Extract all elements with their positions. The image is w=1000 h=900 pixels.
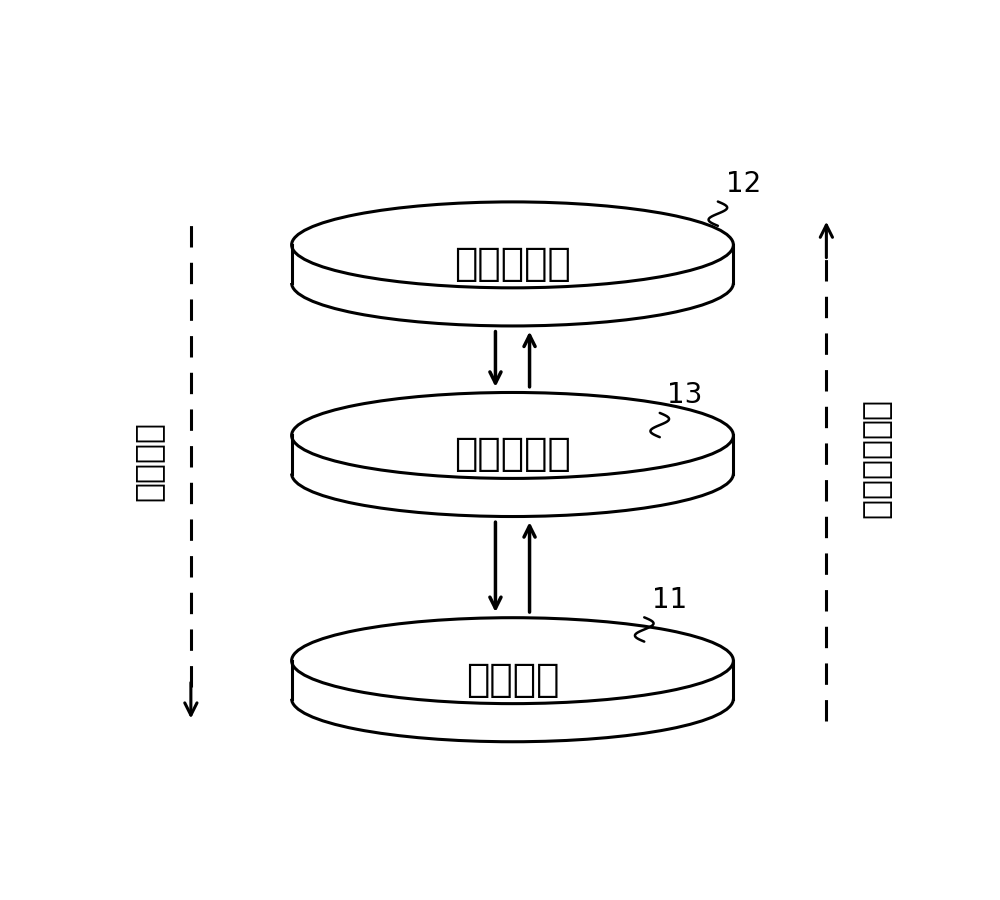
Text: 交通仿真层: 交通仿真层 [454, 245, 571, 283]
Text: 11: 11 [652, 586, 687, 614]
Text: 12: 12 [726, 170, 761, 198]
Text: 13: 13 [668, 382, 703, 410]
Text: 智能车层: 智能车层 [466, 661, 559, 698]
Text: 数据传输层: 数据传输层 [454, 436, 571, 473]
Text: 设备控制指令: 设备控制指令 [860, 401, 893, 521]
Text: 感知信息: 感知信息 [132, 421, 165, 501]
